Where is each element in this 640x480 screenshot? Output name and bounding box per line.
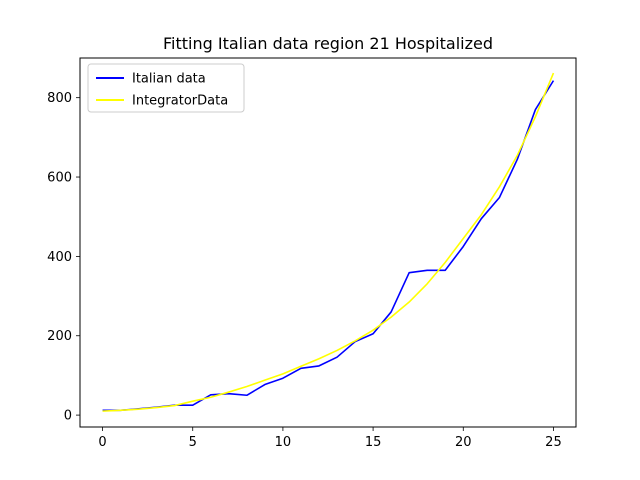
x-tick-label: 20 bbox=[455, 435, 472, 450]
x-tick-label: 0 bbox=[98, 435, 106, 450]
legend-box bbox=[87, 63, 245, 113]
y-tick-label: 200 bbox=[47, 329, 72, 344]
legend-label-1: IntegratorData bbox=[132, 94, 228, 109]
legend: Italian data IntegratorData bbox=[87, 63, 245, 113]
legend-label-0: Italian data bbox=[132, 72, 206, 87]
series-line-0 bbox=[102, 80, 555, 412]
y-tick-label: 800 bbox=[47, 91, 72, 106]
x-tick-label: 5 bbox=[189, 435, 197, 450]
chart-title: Fitting Italian data region 21 Hospitali… bbox=[163, 34, 493, 53]
x-tick-label: 15 bbox=[365, 435, 382, 450]
series-layer bbox=[102, 72, 555, 412]
x-tick-label: 10 bbox=[275, 435, 292, 450]
y-tick-label: 0 bbox=[64, 409, 72, 424]
y-tick-label: 400 bbox=[47, 250, 72, 265]
y-axis: 0 200 400 600 800 bbox=[47, 91, 80, 424]
x-tick-label: 25 bbox=[545, 435, 562, 450]
plot-frame bbox=[79, 57, 577, 428]
series-line-1 bbox=[102, 72, 555, 412]
x-axis: 0 5 10 15 20 25 bbox=[98, 427, 562, 450]
y-tick-label: 600 bbox=[47, 171, 72, 186]
